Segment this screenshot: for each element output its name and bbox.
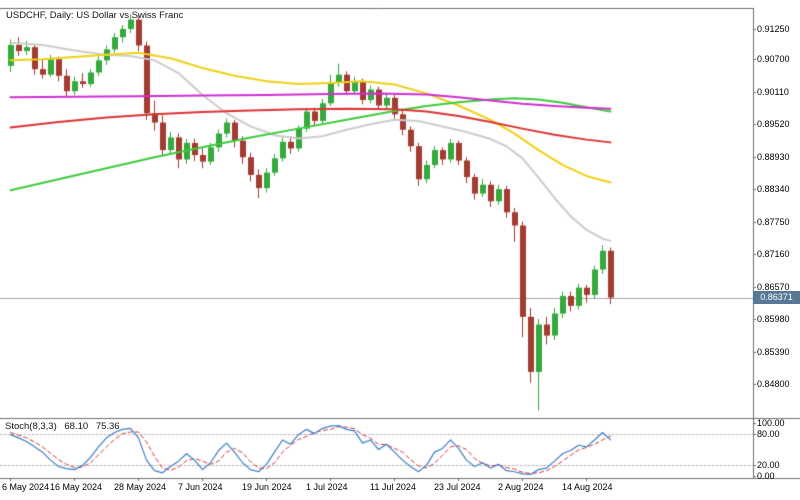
- date-label: 19 Jun 2024: [242, 482, 292, 492]
- date-label: 11 Jul 2024: [370, 482, 416, 492]
- date-label: 16 May 2024: [50, 482, 103, 492]
- date-label: 14 Aug 2024: [562, 482, 613, 492]
- date-label: 7 Jun 2024: [178, 482, 223, 492]
- indicator-value-signal: 75.36: [95, 421, 120, 432]
- price-tick-label: 0.88340: [757, 184, 790, 195]
- date-label: 2 Aug 2024: [498, 482, 544, 492]
- indicator-tick-label: 0.00: [757, 471, 775, 481]
- price-tick-label: 0.85980: [757, 314, 790, 325]
- indicator-label: Stoch(8,3,3) 68.10 75.36: [5, 421, 125, 432]
- date-label: 23 Jul 2024: [434, 482, 481, 492]
- price-tick-label: 0.91250: [757, 24, 790, 34]
- indicator-tick-label: 100.00: [757, 418, 785, 428]
- indicator-value-main: 68.10: [64, 421, 89, 432]
- price-tick-label: 0.89520: [757, 119, 790, 130]
- price-tick-label: 0.90700: [757, 54, 790, 65]
- chart-title: USDCHF, Daily: US Dollar vs Swiss Franc: [6, 10, 184, 21]
- date-label: 6 May 2024: [2, 482, 50, 492]
- price-tick-label: 0.87160: [757, 249, 790, 260]
- price-tick-label: 0.87750: [757, 216, 790, 227]
- price-tick-label: 0.88930: [757, 151, 790, 162]
- price-tick-label: 0.86570: [757, 281, 790, 292]
- indicator-name: Stoch(8,3,3): [5, 421, 57, 432]
- indicator-tick-label: 20.00: [757, 460, 780, 471]
- date-label: 1 Jul 2024: [306, 482, 348, 492]
- date-label: 28 May 2024: [114, 482, 167, 492]
- indicator-tick-label: 80.00: [757, 428, 780, 439]
- price-tick-label: 0.85390: [757, 346, 790, 357]
- price-tick-label: 0.84800: [757, 379, 790, 389]
- current-price-badge: 0.86371: [753, 291, 800, 305]
- price-tick-label: 0.90110: [757, 86, 789, 97]
